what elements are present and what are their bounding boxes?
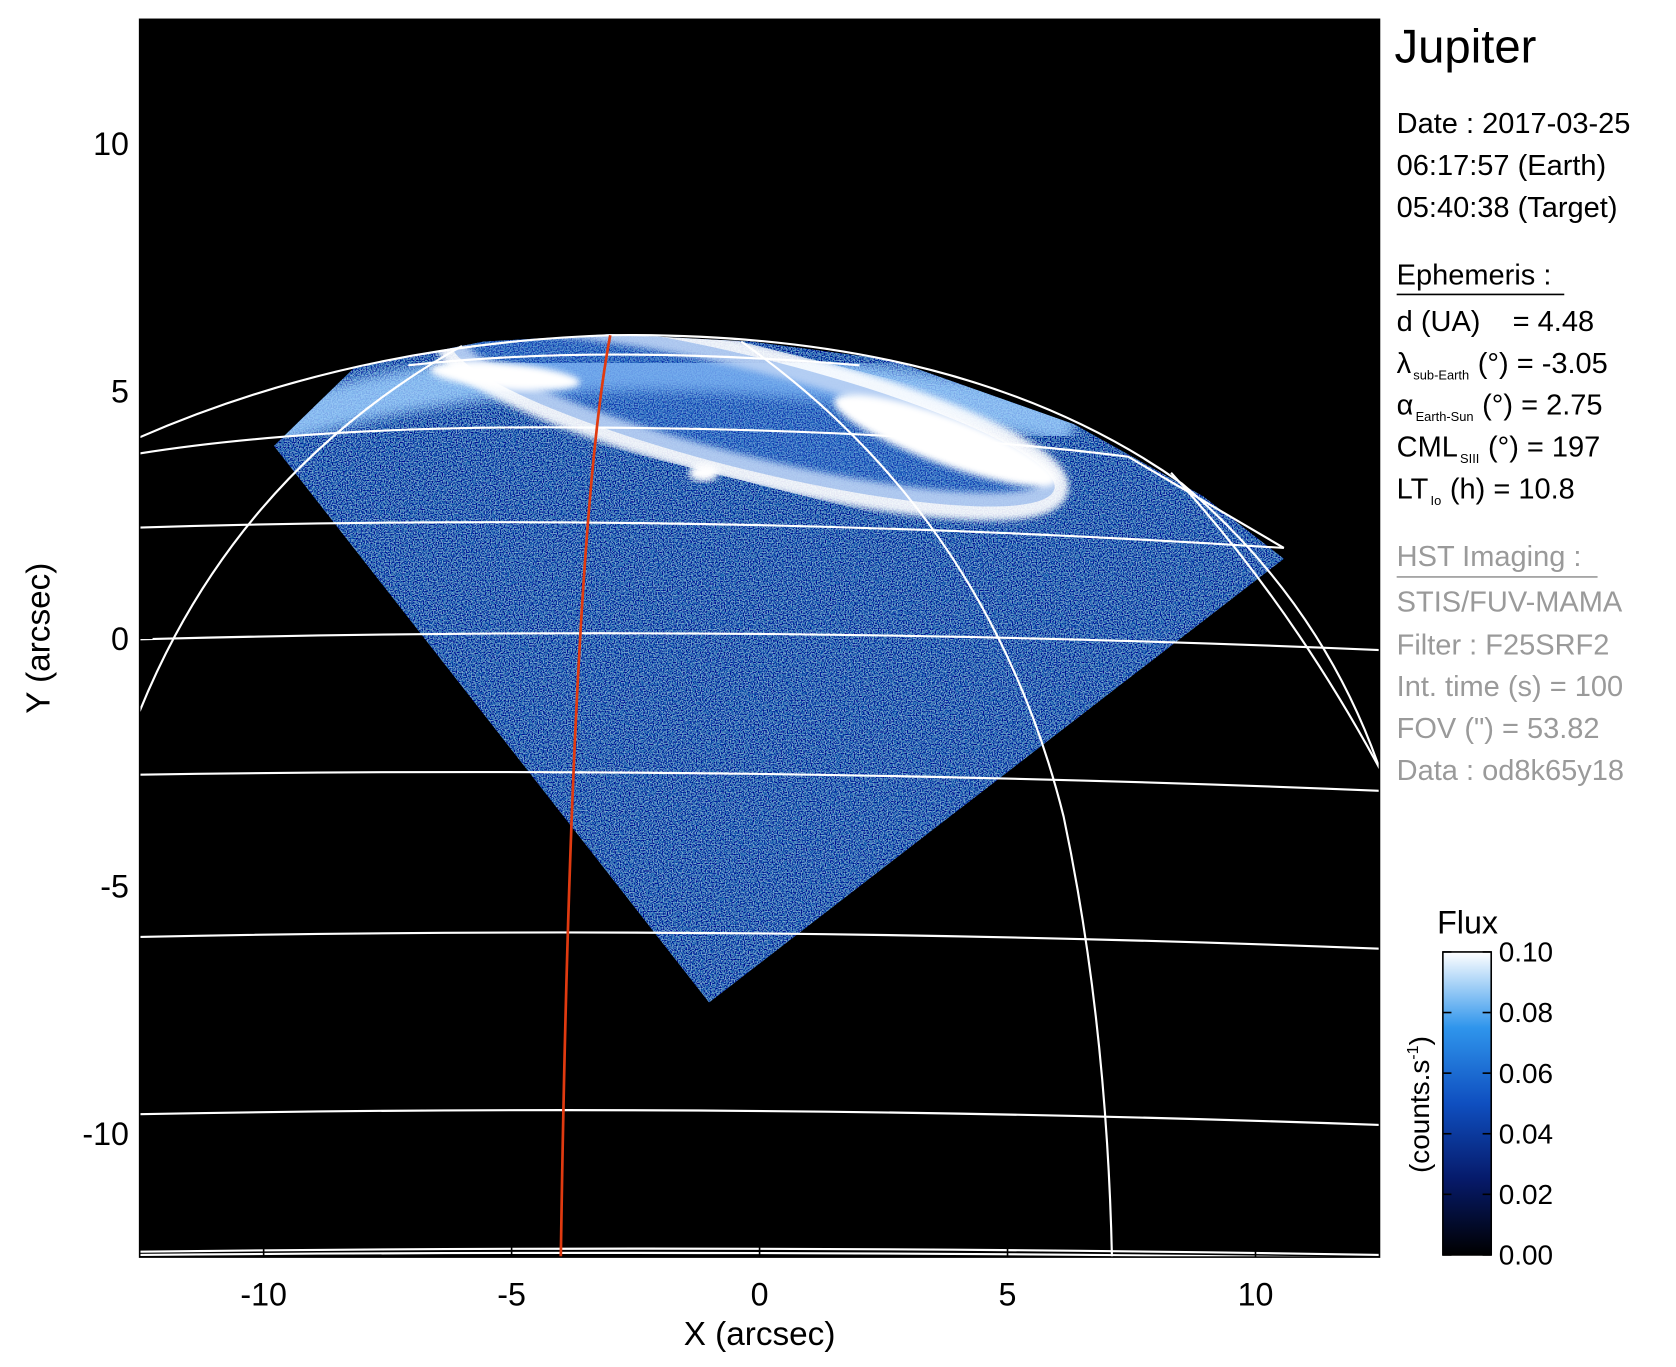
colorbar-tick-label: 0.08 bbox=[1499, 997, 1553, 1028]
distance: d (UA) = 4.48 bbox=[1397, 306, 1594, 338]
symbol: λ bbox=[1397, 348, 1412, 380]
hst-heading: HST Imaging : bbox=[1397, 541, 1582, 573]
time-earth: 06:17:57 (Earth) bbox=[1397, 150, 1607, 182]
subscript: SIII bbox=[1460, 451, 1479, 466]
axes: -10 -5 0 5 10 -10 -5 0 5 10 bbox=[82, 19, 1380, 1312]
label-superscript: -1 bbox=[1404, 1045, 1422, 1059]
time-target: 05:40:38 (Target) bbox=[1397, 192, 1618, 224]
ephemeris-heading: Ephemeris : bbox=[1397, 260, 1552, 292]
x-tick-label: -10 bbox=[240, 1276, 287, 1312]
value-text: (°) = 197 bbox=[1488, 432, 1600, 464]
colorbar: 0.00 0.02 0.04 0.06 0.08 0.10 bbox=[1442, 937, 1553, 1271]
colorbar-tick-label: 0.10 bbox=[1499, 937, 1553, 968]
value-text: (h) = 10.8 bbox=[1450, 474, 1575, 506]
x-tick-label: 0 bbox=[751, 1276, 769, 1312]
x-tick-label: 10 bbox=[1238, 1276, 1274, 1312]
symbol: LT bbox=[1397, 474, 1429, 506]
filter: Filter : F25SRF2 bbox=[1397, 629, 1610, 661]
y-tick-label: 5 bbox=[111, 373, 129, 409]
y-tick-label: -10 bbox=[82, 1116, 129, 1152]
y-tick-label: -5 bbox=[100, 869, 129, 905]
colorbar-title: Flux bbox=[1437, 905, 1498, 941]
colorbar-tick-label: 0.04 bbox=[1499, 1118, 1553, 1149]
value-text: (°) = -3.05 bbox=[1478, 348, 1608, 380]
cml: CML SIII (°) = 197 bbox=[1397, 432, 1601, 466]
image-panel bbox=[139, 19, 1380, 1258]
latitude: λ sub-Earth (°) = -3.05 bbox=[1397, 348, 1608, 382]
value-text: (°) = 2.75 bbox=[1482, 390, 1602, 422]
local-time: LT Io (h) = 10.8 bbox=[1397, 474, 1575, 508]
y-axis-label: Y (arcsec) bbox=[20, 563, 57, 714]
subscript: Earth-Sun bbox=[1416, 409, 1474, 424]
instrument: STIS/FUV-MAMA bbox=[1397, 586, 1623, 618]
symbol: CML bbox=[1397, 432, 1458, 464]
colorbar-tick-label: 0.00 bbox=[1499, 1240, 1553, 1271]
colorbar-tick-label: 0.06 bbox=[1499, 1058, 1553, 1089]
dataset: Data : od8k65y18 bbox=[1397, 755, 1624, 787]
phase: α Earth-Sun (°) = 2.75 bbox=[1397, 390, 1603, 424]
field-of-view: FOV (") = 53.82 bbox=[1397, 713, 1600, 745]
date: Date : 2017-03-25 bbox=[1397, 108, 1631, 140]
label-text: (counts.s bbox=[1404, 1060, 1435, 1173]
colorbar-scale bbox=[1442, 951, 1493, 1256]
x-tick-label: -5 bbox=[497, 1276, 526, 1312]
planet-grid bbox=[139, 334, 1380, 1258]
x-axis-label: X (arcsec) bbox=[684, 1316, 836, 1353]
colorbar-tick-label: 0.02 bbox=[1499, 1179, 1553, 1210]
chart-title: Jupiter bbox=[1395, 20, 1537, 73]
subscript: Io bbox=[1431, 493, 1442, 508]
colorbar-label: (counts.s-1) bbox=[1404, 1036, 1435, 1173]
label-close: ) bbox=[1404, 1036, 1435, 1045]
symbol: α bbox=[1397, 390, 1414, 422]
subscript: sub-Earth bbox=[1413, 367, 1469, 382]
x-tick-label: 5 bbox=[999, 1276, 1017, 1312]
integration-time: Int. time (s) = 100 bbox=[1397, 671, 1623, 703]
y-tick-label: 0 bbox=[111, 621, 129, 657]
y-tick-label: 10 bbox=[93, 126, 129, 162]
reference-meridian bbox=[559, 334, 612, 1258]
